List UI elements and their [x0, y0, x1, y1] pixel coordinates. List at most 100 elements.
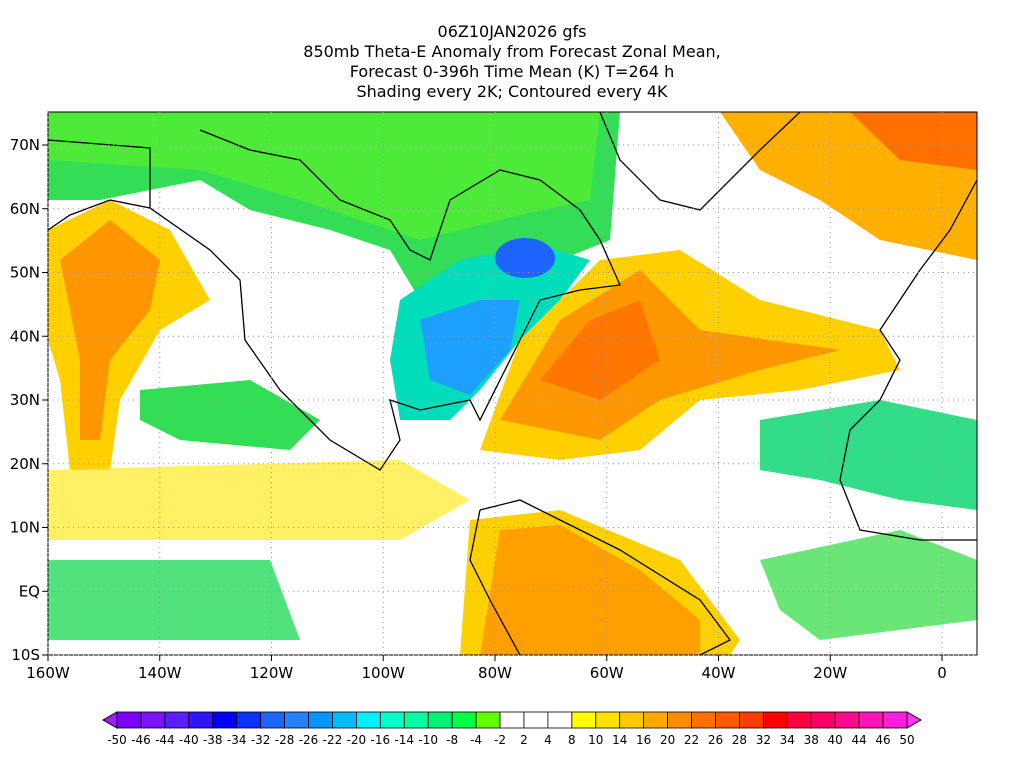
colorbar-label: 2 — [520, 733, 528, 747]
colorbar-label: -2 — [494, 733, 506, 747]
colorbar-swatch — [882, 711, 908, 729]
colorbar-label: -34 — [227, 733, 247, 747]
colorbar-label: 20 — [660, 733, 675, 747]
colorbar-over-triangle — [906, 711, 923, 729]
colorbar-label: 46 — [875, 733, 890, 747]
lon-axis: 160W 140W 120W 100W 80W 60W 40W 20W 0 — [26, 655, 947, 682]
colorbar-swatch — [475, 711, 501, 729]
shade-orange-atlantic — [500, 270, 840, 440]
colorbar-swatch — [403, 711, 429, 729]
lat-label: 10N — [10, 519, 40, 537]
colorbar-label: 14 — [612, 733, 627, 747]
lon-label: 60W — [590, 664, 624, 682]
colorbar-swatch — [451, 711, 477, 729]
title-line-4: Shading every 2K; Contoured every 4K — [356, 82, 668, 101]
colorbar-label: 28 — [732, 733, 747, 747]
lon-label: 160W — [26, 664, 70, 682]
colorbar-swatch — [643, 711, 669, 729]
colorbar-swatch — [619, 711, 645, 729]
colorbar-label: 16 — [636, 733, 651, 747]
colorbar-under-triangle — [101, 711, 118, 729]
title-line-1: 06Z10JAN2026 gfs — [437, 22, 587, 41]
colorbar-swatch — [547, 711, 573, 729]
title-line-2: 850mb Theta-E Anomaly from Forecast Zona… — [303, 42, 721, 61]
colorbar-label: 40 — [828, 733, 843, 747]
colorbar-label: 34 — [780, 733, 795, 747]
colorbar-swatch — [284, 711, 309, 729]
colorbar: -50 -46 -44 -40 -38 -34 -32 -28 -26 -22 -20 -16 -14-… — [101, 711, 923, 747]
colorbar-label: -46 — [131, 733, 151, 747]
colorbar-label: -4 — [470, 733, 482, 747]
lon-label: 140W — [138, 664, 182, 682]
shade-darkorange-atlantic — [540, 300, 660, 400]
colorbar-swatch — [523, 711, 549, 729]
colorbar-swatch — [355, 711, 381, 729]
colorbar-swatch — [595, 711, 621, 729]
colorbar-swatch — [236, 711, 262, 729]
lon-label: 80W — [478, 664, 512, 682]
map-frame — [47, 111, 978, 656]
colorbar-label: -26 — [299, 733, 319, 747]
colorbar-swatch — [834, 711, 860, 729]
shade-orange-south-america — [480, 525, 700, 655]
colorbar-label: 26 — [708, 733, 723, 747]
colorbar-swatch — [810, 711, 836, 729]
shade-blue-east-us — [420, 300, 520, 395]
colorbar-label: -20 — [347, 733, 367, 747]
colorbar-swatch — [188, 711, 214, 729]
colorbar-swatch — [786, 711, 812, 729]
colorbar-label: -8 — [446, 733, 458, 747]
colorbar-label: 50 — [899, 733, 914, 747]
colorbar-label: -32 — [251, 733, 271, 747]
colorbar-label: 4 — [544, 733, 552, 747]
colorbar-swatch — [499, 711, 525, 729]
colorbar-label: 32 — [756, 733, 771, 747]
colorbar-swatch — [571, 711, 597, 729]
colorbar-swatch — [379, 711, 405, 729]
anomaly-shading — [48, 112, 977, 655]
shade-green-subtropics-pacific — [140, 380, 320, 450]
colorbar-swatch — [691, 711, 716, 729]
lat-label: 10S — [11, 646, 40, 664]
gridlines — [47, 112, 977, 656]
colorbar-swatch — [858, 711, 884, 729]
colorbar-label: -16 — [371, 733, 391, 747]
colorbar-swatch — [260, 711, 285, 729]
shade-orange-pacific — [60, 220, 160, 440]
colorbar-label: 22 — [684, 733, 699, 747]
shade-blue-core — [495, 238, 555, 278]
colorbar-swatch — [140, 711, 166, 729]
colorbar-swatch — [427, 711, 453, 729]
shade-green-equator-atlantic — [760, 530, 977, 640]
lon-label: 100W — [362, 664, 406, 682]
colorbar-swatch — [212, 711, 238, 729]
shade-red-ne-atlantic — [850, 112, 977, 170]
shade-yellow-tropics — [48, 460, 470, 540]
colorbar-swatch — [308, 711, 333, 729]
colorbar-swatch — [739, 711, 764, 729]
shade-green-equator-pacific — [48, 560, 300, 640]
lat-label: 20N — [10, 455, 40, 473]
shade-green-africa — [760, 400, 977, 510]
lon-label: 40W — [702, 664, 736, 682]
colorbar-label: 8 — [568, 733, 576, 747]
lat-label: 70N — [10, 136, 40, 154]
lat-label: 30N — [10, 391, 40, 409]
colorbar-label: -38 — [203, 733, 223, 747]
colorbar-label: -14 — [394, 733, 414, 747]
colorbar-swatch — [164, 711, 190, 729]
colorbar-label: -50 — [107, 733, 127, 747]
colorbar-label: 10 — [588, 733, 603, 747]
title-line-3: Forecast 0-396h Time Mean (K) T=264 h — [349, 62, 675, 81]
colorbar-label: -44 — [155, 733, 175, 747]
colorbar-swatch — [762, 711, 788, 729]
lat-label: 60N — [10, 200, 40, 218]
colorbar-label: -10 — [418, 733, 438, 747]
lon-label: 120W — [250, 664, 294, 682]
lon-label: 0 — [937, 664, 947, 682]
colorbar-swatch — [332, 711, 357, 729]
colorbar-label: 38 — [804, 733, 819, 747]
lon-label: 20W — [813, 664, 847, 682]
